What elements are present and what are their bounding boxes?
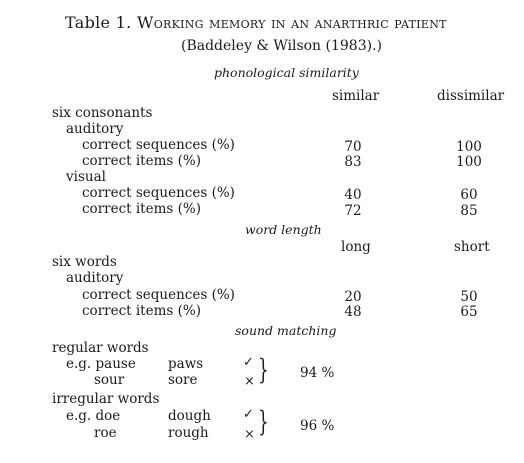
example-word: sour bbox=[94, 372, 125, 388]
cell-value: 20 bbox=[344, 289, 362, 305]
section-heading-phonological-similarity: phonological similarity bbox=[214, 65, 359, 80]
example-word: roe bbox=[94, 425, 117, 441]
cell-value: 100 bbox=[456, 154, 482, 170]
table-title-prefix: Table 1. bbox=[65, 13, 132, 32]
example-word: e.g. pause bbox=[66, 356, 136, 372]
cross-icon: × bbox=[244, 427, 255, 442]
row-label: correct sequences (%) bbox=[82, 137, 235, 153]
modality-label-visual: visual bbox=[66, 169, 106, 185]
cell-value: 85 bbox=[460, 203, 478, 219]
section-heading-sound-matching: sound matching bbox=[235, 323, 337, 338]
cell-value: 48 bbox=[344, 304, 362, 320]
cell-value: 83 bbox=[344, 154, 362, 170]
cross-icon: × bbox=[244, 374, 255, 389]
check-icon: ✓ bbox=[243, 407, 254, 422]
row-label: correct sequences (%) bbox=[82, 185, 235, 201]
cell-value: 65 bbox=[460, 304, 478, 320]
matched-word: rough bbox=[168, 425, 209, 441]
matched-word: dough bbox=[168, 408, 211, 424]
group-label-irregular-words: irregular words bbox=[52, 391, 160, 407]
cell-value: 70 bbox=[344, 139, 362, 155]
column-header-similar: similar bbox=[332, 88, 380, 104]
table-title: Table 1. Working memory in an anarthric … bbox=[65, 15, 447, 31]
cell-value: 40 bbox=[344, 187, 362, 203]
group-label-six-consonants: six consonants bbox=[52, 105, 153, 121]
table-title-text: Working memory in an anarthric patient bbox=[136, 13, 447, 32]
section-heading-word-length: word length bbox=[245, 222, 322, 237]
row-label: correct items (%) bbox=[82, 153, 201, 169]
score-irregular: 96 % bbox=[300, 418, 335, 434]
group-label-six-words: six words bbox=[52, 254, 117, 270]
modality-label-auditory: auditory bbox=[66, 121, 124, 137]
column-header-dissimilar: dissimilar bbox=[437, 88, 505, 104]
matched-word: sore bbox=[168, 372, 198, 388]
brace-icon: } bbox=[258, 405, 269, 438]
table-subtitle: (Baddeley & Wilson (1983).) bbox=[181, 38, 382, 54]
column-header-long: long bbox=[341, 239, 371, 255]
cell-value: 60 bbox=[460, 187, 478, 203]
brace-icon: } bbox=[258, 353, 269, 386]
check-icon: ✓ bbox=[243, 355, 254, 370]
modality-label-auditory: auditory bbox=[66, 270, 124, 286]
score-regular: 94 % bbox=[300, 365, 335, 381]
cell-value: 72 bbox=[344, 203, 362, 219]
cell-value: 50 bbox=[460, 289, 478, 305]
row-label: correct items (%) bbox=[82, 201, 201, 217]
matched-word: paws bbox=[168, 356, 204, 372]
cell-value: 100 bbox=[456, 139, 482, 155]
example-word: e.g. doe bbox=[66, 408, 121, 424]
row-label: correct items (%) bbox=[82, 303, 201, 319]
row-label: correct sequences (%) bbox=[82, 287, 235, 303]
column-header-short: short bbox=[454, 239, 490, 255]
group-label-regular-words: regular words bbox=[52, 340, 149, 356]
